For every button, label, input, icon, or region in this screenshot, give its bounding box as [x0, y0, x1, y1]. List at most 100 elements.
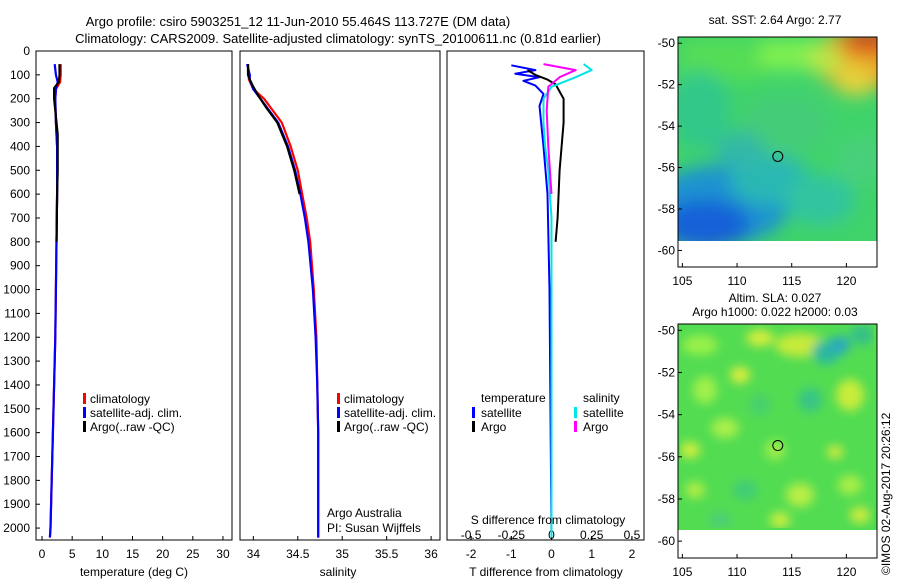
- map-x-tick-label: 115: [782, 274, 801, 288]
- map-x-tick-label: 110: [727, 565, 746, 579]
- depth-tick-label: 400: [10, 139, 30, 153]
- x-tick-label: 0: [548, 547, 555, 561]
- legend-label-argo: Argo(..raw -QC): [90, 420, 175, 434]
- series-salinity-satellite: [542, 63, 593, 538]
- map-y-tick-label: -54: [658, 408, 676, 422]
- legend-swatch-argo: [83, 421, 86, 432]
- map-y-tick-label: -56: [658, 161, 676, 175]
- difference-legend: temperature salinity satellite Argo sate…: [472, 391, 624, 434]
- legend-label-temp-satellite: satellite: [481, 406, 522, 420]
- depth-tick-label: 1500: [3, 402, 30, 416]
- x-tick-label: 10: [96, 547, 110, 561]
- sst-float-marker: [772, 150, 784, 162]
- legend-swatch-sal-argo: [574, 421, 577, 432]
- legend-swatch-satellite: [337, 407, 340, 418]
- temperature-panel-frame: [35, 50, 233, 541]
- legend-swatch-satellite: [83, 407, 86, 418]
- imos-stamp: ©IMOS 02-Aug-2017 20:26:12: [879, 412, 893, 575]
- legend-header-salinity: salinity: [583, 391, 620, 405]
- x-tick-label: 5: [69, 547, 76, 561]
- salinity-panel-frame: [239, 50, 441, 541]
- map-y-tick-label: -52: [658, 365, 676, 379]
- salinity-x-axis: 34 34.5 35 35.5 36: [247, 536, 438, 561]
- difference-x-axis: -2 -1 0 1 2-0.5 -0.25 0 0.25 0.5: [461, 528, 641, 561]
- salinity-series: [246, 63, 320, 538]
- depth-tick-label: 1900: [3, 497, 30, 511]
- salinity-legend: climatology satellite-adj. clim. Argo(..…: [337, 392, 436, 434]
- figure-title-line1: Argo profile: csiro 5903251_12 11-Jun-20…: [86, 14, 510, 29]
- legend-label-argo: Argo(..raw -QC): [344, 420, 429, 434]
- x-tick-label: -0.5: [461, 528, 482, 542]
- depth-tick-label: 1400: [3, 378, 30, 392]
- sst-map-frame: [677, 36, 878, 268]
- temperature-legend: climatology satellite-adj. clim. Argo(..…: [83, 392, 182, 434]
- x-tick-label: 35.5: [375, 547, 399, 561]
- series-salinity-argo: [543, 63, 577, 195]
- depth-tick-label: 300: [10, 116, 30, 130]
- legend-label-climatology: climatology: [90, 392, 150, 406]
- sla-heatmap: [678, 324, 877, 530]
- map-x-tick-label: 110: [727, 274, 746, 288]
- sst-heatmap: [678, 37, 877, 241]
- x-tick-label: 0.5: [624, 528, 641, 542]
- sst-map-title: sat. SST: 2.64 Argo: 2.77: [709, 13, 842, 27]
- salinity-axis-label: salinity: [320, 565, 357, 579]
- sla-float-marker: [772, 440, 784, 452]
- x-tick-label: -2: [466, 547, 477, 561]
- depth-tick-label: 0: [23, 44, 30, 58]
- map-x-tick-label: 120: [836, 274, 856, 288]
- map-x-tick-label: 115: [782, 565, 801, 579]
- x-tick-label: 20: [156, 547, 170, 561]
- x-tick-label: 36: [424, 547, 438, 561]
- map-y-tick-label: -56: [658, 450, 676, 464]
- figure-title-line2: Climatology: CARS2009. Satellite-adjuste…: [75, 31, 601, 46]
- legend-swatch-climatology: [83, 393, 86, 404]
- depth-tick-label: 600: [10, 187, 30, 201]
- x-tick-label: 35: [336, 547, 350, 561]
- map-x-tick-label: 105: [672, 565, 692, 579]
- difference-series: [511, 63, 593, 538]
- map-y-tick-label: -58: [658, 492, 676, 506]
- depth-tick-label: 200: [10, 92, 30, 106]
- map-y-tick-label: -50: [658, 323, 676, 337]
- x-tick-label: 25: [186, 547, 200, 561]
- sla-map-title-line1: Altim. SLA: 0.027: [729, 291, 822, 305]
- x-tick-label: 0.25: [580, 528, 604, 542]
- depth-tick-label: 1100: [4, 306, 30, 320]
- map-y-tick-label: -60: [658, 243, 676, 257]
- map-x-tick-label: 105: [672, 274, 692, 288]
- depth-tick-label: 500: [10, 163, 30, 177]
- depth-tick-label: 1600: [3, 426, 30, 440]
- legend-header-temperature: temperature: [481, 391, 546, 405]
- x-tick-label: 34: [247, 547, 261, 561]
- depth-tick-label: 1000: [3, 283, 30, 297]
- legend-swatch-temp-satellite: [472, 407, 475, 418]
- sla-map-title-line2: Argo h1000: 0.022 h2000: 0.03: [692, 305, 858, 319]
- depth-tick-label: 1300: [3, 354, 30, 368]
- temperature-x-axis: 0 5 10 15 20 25 30: [39, 536, 230, 561]
- depth-tick-label: 1200: [3, 330, 30, 344]
- series-argo-raw-qc-: [52, 64, 61, 242]
- depth-axis: 0 100 200 300 400 500 600 700 800 900 1000 1100 1200…: [3, 44, 40, 535]
- legend-swatch-sal-satellite: [574, 407, 577, 418]
- legend-label-satellite: satellite-adj. clim.: [90, 406, 182, 420]
- legend-label-temp-argo: Argo: [481, 420, 507, 434]
- map-y-tick-label: -58: [658, 202, 676, 216]
- map-x-tick-label: 120: [836, 565, 856, 579]
- x-tick-label: 15: [126, 547, 140, 561]
- sla-map-frame: [677, 323, 878, 559]
- depth-tick-label: 100: [10, 68, 30, 82]
- legend-label-satellite: satellite-adj. clim.: [344, 406, 436, 420]
- legend-swatch-argo: [337, 421, 340, 432]
- depth-tick-label: 1800: [3, 473, 30, 487]
- x-tick-label: 34.5: [286, 547, 310, 561]
- series-satellite-adj-clim-: [48, 63, 59, 538]
- x-tick-label: -0.25: [498, 528, 526, 542]
- x-tick-label: -1: [506, 547, 517, 561]
- map-y-tick-label: -60: [658, 534, 676, 548]
- legend-swatch-temp-argo: [472, 421, 475, 432]
- legend-label-sal-argo: Argo: [583, 420, 609, 434]
- legend-swatch-climatology: [337, 393, 340, 404]
- depth-tick-label: 2000: [3, 521, 30, 535]
